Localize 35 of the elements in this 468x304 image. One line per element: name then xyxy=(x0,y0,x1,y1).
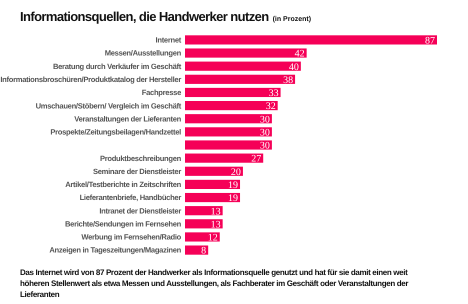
data-label: 30 xyxy=(260,127,270,138)
bar xyxy=(185,114,272,124)
data-label: 20 xyxy=(230,166,241,178)
bar xyxy=(185,180,240,190)
bar xyxy=(185,140,272,150)
bar xyxy=(185,88,281,98)
bar xyxy=(185,35,437,45)
data-label: 19 xyxy=(228,180,238,192)
data-label: 33 xyxy=(268,88,279,100)
data-label: 27 xyxy=(251,154,262,165)
bar xyxy=(185,232,220,242)
text: Das Internet wird von 87 Prozent der Handwerker als Informationsquelle genutzt und hat für sie damit einen weit höheren Stellenwert als etwa Messen und Ausstellungen, als Fachberater im Geschäft oder Veranstaltungen der Lieferanten xyxy=(20,268,408,299)
data-label: 12 xyxy=(208,232,218,244)
data-label: 19 xyxy=(228,193,238,204)
bar xyxy=(185,219,223,228)
data-label: 30 xyxy=(260,140,270,152)
bar xyxy=(185,48,307,58)
bar xyxy=(185,62,301,71)
data-label: 13 xyxy=(210,219,221,230)
bar xyxy=(185,74,296,84)
bar xyxy=(185,154,264,163)
data-label: 32 xyxy=(266,101,276,112)
data-label: 8 xyxy=(201,246,206,257)
data-label: 87 xyxy=(425,36,435,47)
data-label: 38 xyxy=(283,74,294,86)
data-label: 30 xyxy=(260,114,270,126)
bar xyxy=(185,206,223,216)
bar xyxy=(185,100,278,110)
bar xyxy=(185,127,272,136)
data-label: 40 xyxy=(288,62,299,73)
data-label: 13 xyxy=(210,206,221,218)
bar xyxy=(185,192,240,202)
chart-title: Informationsquellen, die Handwerker nutzen xyxy=(20,9,270,24)
data-label: 42 xyxy=(294,48,305,60)
bar xyxy=(185,166,243,176)
